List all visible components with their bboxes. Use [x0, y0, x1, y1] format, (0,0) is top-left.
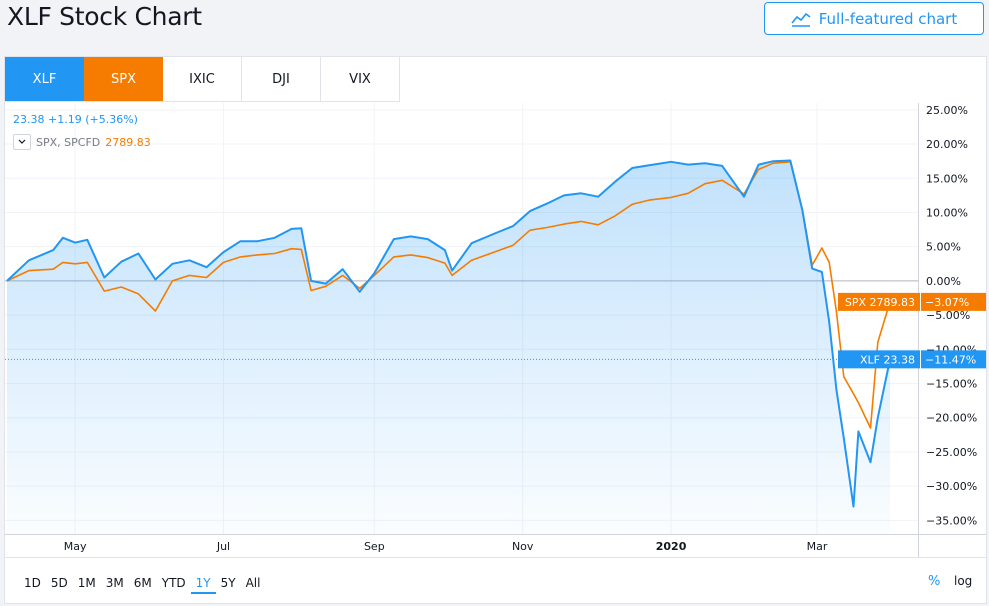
y-tick-label: 15.00%: [926, 172, 968, 185]
y-tick-label: −25.00%: [926, 446, 977, 459]
compare-symbol-label: SPX, SPCFD: [36, 135, 101, 149]
range-6m[interactable]: 6M: [133, 576, 152, 590]
range-1d[interactable]: 1D: [24, 576, 41, 590]
tab-dji[interactable]: DJI: [242, 57, 321, 101]
y-tick-label: 25.00%: [926, 104, 968, 117]
y-tick-label: −30.00%: [926, 480, 977, 493]
y-tick-label: −15.00%: [926, 377, 977, 390]
spx-name-bg: [838, 292, 920, 311]
x-tick-label: Nov: [512, 540, 534, 553]
chart-line-icon: [791, 12, 811, 27]
range-all[interactable]: All: [245, 576, 261, 590]
log-scale-button[interactable]: log: [954, 574, 973, 588]
chart-card: XLF SPX IXIC DJI VIX 25.00% 20.00% 15.00% 1…: [4, 56, 987, 604]
xlf-change-label: −11.47%: [925, 353, 976, 366]
full-featured-chart-label: Full-featured chart: [818, 9, 958, 28]
tab-spx[interactable]: SPX: [84, 57, 163, 101]
full-featured-chart-button[interactable]: Full-featured chart: [764, 2, 984, 35]
x-tick-label: Mar: [807, 540, 828, 553]
xlf-name-label: XLF 23.38: [860, 353, 915, 366]
chevron-down-icon[interactable]: [13, 134, 31, 150]
spx-change-bg: [921, 292, 986, 311]
x-tick-label: Sep: [364, 540, 385, 553]
range-1y[interactable]: 1Y: [190, 574, 216, 594]
range-5y[interactable]: 5Y: [220, 576, 236, 590]
range-5d[interactable]: 5D: [50, 576, 68, 590]
xlf-area: [7, 160, 890, 534]
x-tick-label: Jul: [216, 540, 230, 553]
spx-change-label: −3.07%: [925, 296, 969, 309]
tab-xlf[interactable]: XLF: [5, 57, 84, 101]
tab-ixic[interactable]: IXIC: [163, 57, 242, 101]
percent-scale-button[interactable]: %: [928, 574, 941, 589]
y-tick-label: 20.00%: [926, 138, 968, 151]
compare-legend: SPX, SPCFD 2789.83: [13, 134, 151, 150]
y-tick-label: 5.00%: [926, 241, 961, 254]
page-title: XLF Stock Chart: [7, 2, 202, 31]
x-tick-label: 2020: [656, 540, 687, 553]
xlf-legend: 23.38 +1.19 (+5.36%): [13, 113, 138, 126]
x-tick-label: May: [64, 540, 87, 553]
xlf-series-line[interactable]: [6, 159, 891, 508]
time-range-selector: 1D 5D 1M 3M 6M YTD 1Y 5Y All: [19, 574, 265, 594]
range-3m[interactable]: 3M: [105, 576, 124, 590]
spx-name-label: SPX 2789.83: [845, 296, 915, 309]
price-chart[interactable]: 25.00% 20.00% 15.00% 10.00% 5.00% 0.00% −5.00%…: [5, 57, 986, 603]
range-ytd[interactable]: YTD: [161, 576, 186, 590]
symbol-tabs: XLF SPX IXIC DJI VIX: [5, 57, 400, 101]
y-tick-label: 10.00%: [926, 206, 968, 219]
y-tick-label: −20.00%: [926, 412, 977, 425]
range-1m[interactable]: 1M: [77, 576, 96, 590]
xlf-name-bg: [838, 350, 920, 369]
xlf-change-bg: [921, 350, 986, 369]
tab-vix[interactable]: VIX: [321, 57, 400, 101]
y-tick-label: −5.00%: [926, 309, 970, 322]
compare-symbol-value: 2789.83: [105, 135, 151, 149]
y-tick-label: 0.00%: [926, 275, 961, 288]
y-tick-label: −35.00%: [926, 514, 977, 527]
tabs-divider: [5, 101, 400, 102]
